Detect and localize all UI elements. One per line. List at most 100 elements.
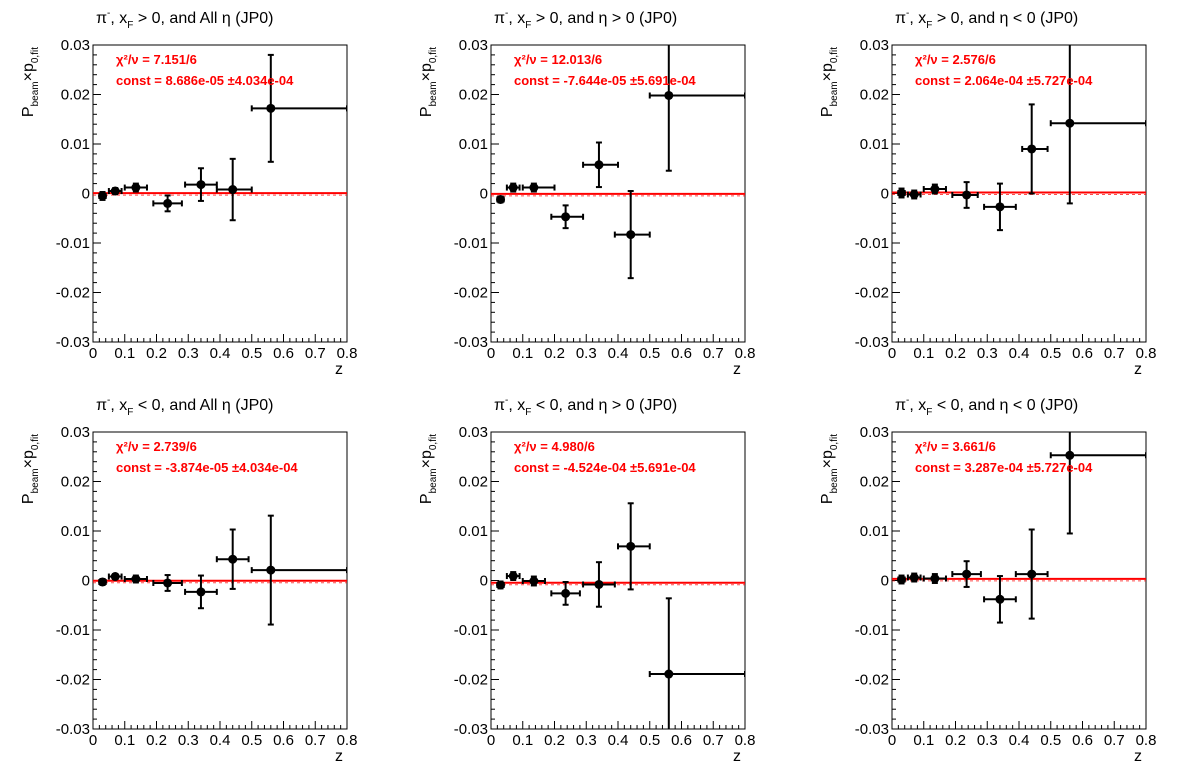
y-tick-label: -0.03	[454, 721, 488, 738]
y-label-beam: beam	[30, 468, 41, 493]
y-tick-label: -0.01	[56, 622, 90, 639]
chart-title: π-, xF > 0, and η < 0 (JP0)	[895, 8, 1078, 31]
y-axis-label: Pbeam×p0,fit	[418, 434, 439, 504]
y-tick-label: 0.01	[61, 136, 90, 153]
chi2-label: χ²/ν = 2.576/6	[915, 52, 996, 67]
x-axis-label: z	[1134, 361, 1142, 378]
y-label-fit-sub: 0,fit	[829, 47, 840, 63]
data-point	[561, 212, 571, 222]
x-tick-label: 0.4	[1009, 345, 1030, 362]
x-tick-label: 0.2	[544, 345, 565, 362]
y-axis-label: Pbeam×p0,fit	[20, 434, 41, 504]
x-tick-label: 0.6	[1072, 732, 1093, 749]
y-tick-label: 0	[881, 573, 889, 590]
data-point	[508, 571, 518, 581]
data-point	[131, 574, 141, 584]
data-series	[897, 432, 1146, 624]
y-tick-label: 0	[881, 186, 889, 203]
title-xf-sub: F	[127, 407, 133, 418]
data-point	[163, 578, 173, 588]
data-series	[496, 45, 745, 280]
title-particle: π	[96, 397, 107, 414]
title-xf: x	[517, 397, 525, 414]
title-particle: π	[96, 10, 107, 27]
y-label-times-p: ×p	[418, 63, 435, 81]
title-sep: ,	[909, 397, 918, 414]
data-point	[1065, 450, 1075, 460]
y-tick-label: 0.03	[459, 37, 488, 54]
title-cut: > 0, and All η (JP0)	[133, 10, 273, 27]
title-cut: > 0, and η > 0 (JP0)	[531, 10, 677, 27]
title-xf-sub: F	[525, 20, 531, 31]
x-tick-label: 0.4	[608, 345, 629, 362]
x-tick-label: 0.2	[544, 732, 565, 749]
x-tick-label: 0.2	[945, 732, 966, 749]
x-tick-label: 0.8	[337, 732, 358, 749]
y-label-times-p: ×p	[418, 450, 435, 468]
x-tick-label: 0.7	[703, 345, 724, 362]
data-point	[266, 565, 276, 575]
title-sep: ,	[110, 397, 119, 414]
chi2-label: χ²/ν = 3.661/6	[915, 439, 996, 454]
x-tick-label: 0.6	[273, 732, 294, 749]
title-particle-charge: -	[505, 8, 508, 19]
data-point	[962, 569, 972, 579]
y-tick-label: 0	[82, 573, 90, 590]
title-particle-charge: -	[906, 8, 909, 19]
x-tick-label: 0	[888, 732, 896, 749]
x-tick-label: 0.1	[913, 732, 934, 749]
chart-panel-1: π-, xF > 0, and All η (JP0)-0.03-0.02-0.…	[20, 8, 357, 378]
x-tick-label: 0.1	[512, 345, 533, 362]
x-axis-label: z	[733, 748, 741, 765]
x-tick-label: 0.3	[178, 345, 199, 362]
const-label: const = -4.524e-04 ±5.691e-04	[514, 460, 696, 475]
y-label-beam: beam	[428, 468, 439, 493]
chart-panel-6: π-, xF < 0, and η < 0 (JP0)-0.03-0.02-0.…	[819, 395, 1156, 765]
data-series	[98, 53, 347, 222]
x-tick-label: 0.5	[1040, 345, 1061, 362]
x-tick-label: 0.2	[146, 345, 167, 362]
y-tick-label: 0	[82, 186, 90, 203]
y-tick-label: 0.02	[459, 87, 488, 104]
data-point	[1027, 569, 1037, 579]
data-point	[163, 198, 173, 208]
y-tick-label: 0.03	[860, 37, 889, 54]
const-label: const = 2.064e-04 ±5.727e-04	[915, 73, 1093, 88]
x-tick-label: 0	[89, 345, 97, 362]
x-tick-label: 0.8	[735, 732, 756, 749]
x-axis-label: z	[733, 361, 741, 378]
y-tick-label: -0.03	[56, 334, 90, 351]
x-tick-label: 0.4	[608, 732, 629, 749]
x-tick-label: 0.7	[1104, 732, 1125, 749]
y-tick-label: -0.01	[454, 235, 488, 252]
y-label-beam: beam	[829, 468, 840, 493]
title-sep: ,	[508, 397, 517, 414]
title-sep: ,	[909, 10, 918, 27]
y-axis-label: Pbeam×p0,fit	[20, 47, 41, 117]
y-label-beam: beam	[428, 81, 439, 106]
y-label-times-p: ×p	[20, 450, 37, 468]
chart-title: π-, xF > 0, and All η (JP0)	[96, 8, 273, 31]
x-tick-label: 0.7	[703, 732, 724, 749]
y-tick-label: 0.02	[61, 87, 90, 104]
data-point	[529, 183, 539, 193]
chart-title: π-, xF < 0, and All η (JP0)	[96, 395, 273, 418]
chart-panel-4: π-, xF < 0, and All η (JP0)-0.03-0.02-0.…	[20, 395, 357, 765]
y-label-beam: beam	[829, 81, 840, 106]
title-cut: < 0, and η < 0 (JP0)	[932, 397, 1078, 414]
plot-frame	[891, 44, 1147, 343]
y-tick-label: 0.02	[61, 474, 90, 491]
x-tick-label: 0.8	[735, 345, 756, 362]
x-axis-label: z	[335, 748, 343, 765]
chart-panel-5: π-, xF < 0, and η > 0 (JP0)-0.03-0.02-0.…	[418, 395, 755, 765]
chart-title: π-, xF < 0, and η > 0 (JP0)	[494, 395, 677, 418]
x-tick-label: 0.8	[1136, 345, 1157, 362]
data-series	[496, 502, 745, 729]
y-tick-label: 0.01	[459, 523, 488, 540]
x-tick-label: 0.1	[114, 732, 135, 749]
data-point	[995, 202, 1005, 212]
x-tick-label: 0	[888, 345, 896, 362]
data-series	[897, 45, 1146, 232]
title-xf-sub: F	[127, 20, 133, 31]
